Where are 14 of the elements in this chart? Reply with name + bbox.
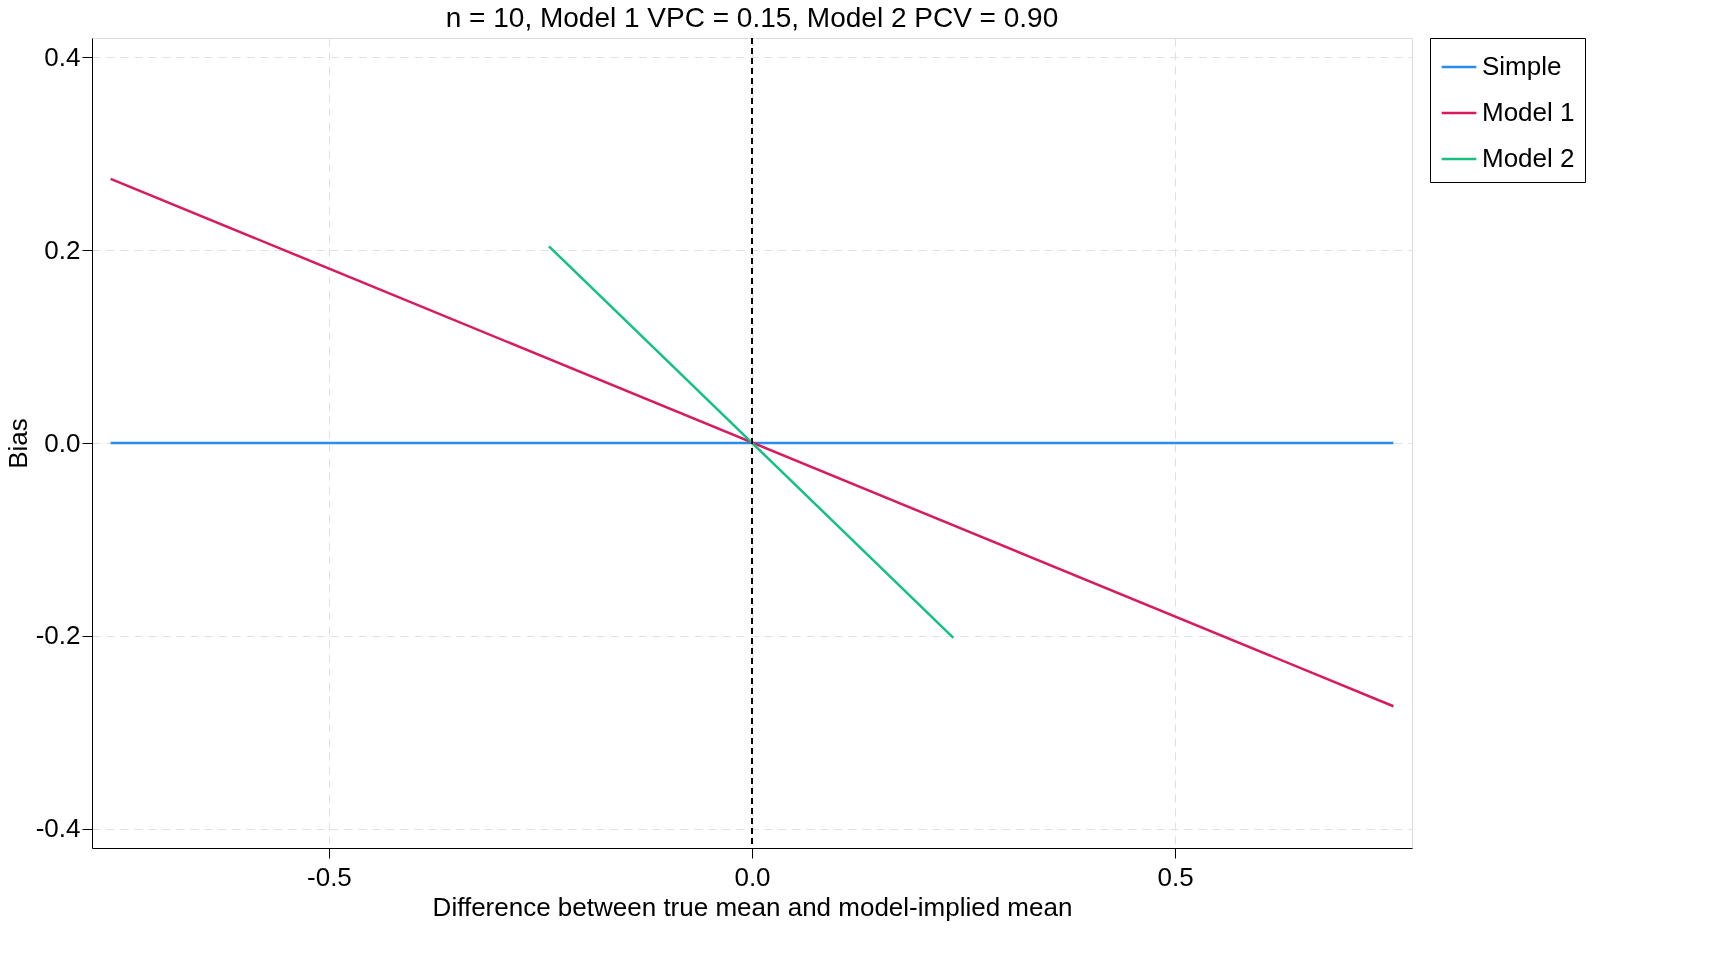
y-axis-title: Bias — [2, 418, 33, 469]
x-tick-label: -0.5 — [307, 861, 352, 892]
legend-label: Model 2 — [1482, 143, 1575, 173]
x-tick-label: 0.5 — [1157, 861, 1194, 892]
y-tick-label: -0.2 — [35, 620, 81, 651]
chart-title: n = 10, Model 1 VPC = 0.15, Model 2 PCV = 0.90 — [445, 2, 1059, 33]
y-tick-label: 0.0 — [44, 427, 81, 458]
y-tick-label: 0.2 — [44, 234, 81, 265]
y-tick-label: -0.4 — [35, 813, 81, 844]
legend-label: Simple — [1482, 51, 1562, 81]
legend-label: Model 1 — [1482, 97, 1575, 127]
x-axis-title: Difference between true mean and model-implied mean — [432, 891, 1073, 922]
y-tick-label: 0.4 — [44, 41, 81, 72]
x-tick-label: 0.0 — [734, 861, 771, 892]
